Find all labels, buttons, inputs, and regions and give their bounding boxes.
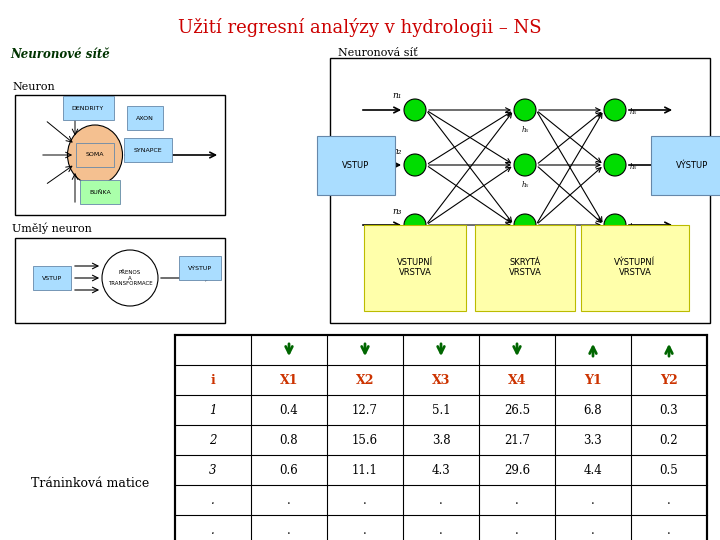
Text: h₅: h₅ — [521, 126, 528, 134]
Text: Neuronová síť: Neuronová síť — [338, 48, 418, 58]
Text: Umělý neuron: Umělý neuron — [12, 222, 92, 233]
Text: 3.8: 3.8 — [432, 434, 450, 447]
Text: 5.1: 5.1 — [432, 403, 450, 416]
Text: VÝSTUP: VÝSTUP — [676, 160, 708, 170]
Text: 2: 2 — [210, 434, 217, 447]
Text: 4.4: 4.4 — [584, 463, 603, 476]
Text: n₂: n₂ — [392, 146, 402, 156]
Text: 26.5: 26.5 — [504, 403, 530, 416]
Text: i: i — [211, 374, 215, 387]
Text: SYNAPCE: SYNAPCE — [134, 147, 162, 152]
Text: DENDRITY: DENDRITY — [72, 105, 104, 111]
Text: AXON: AXON — [136, 116, 154, 120]
Circle shape — [404, 214, 426, 236]
Text: .: . — [287, 523, 291, 537]
Text: h₅: h₅ — [630, 223, 637, 231]
Text: 6.8: 6.8 — [584, 403, 603, 416]
Text: Užití regresní analýzy v hydrologii – NS: Užití regresní analýzy v hydrologii – NS — [178, 18, 542, 37]
Text: PŘENOS
A
TRANSFORMACE: PŘENOS A TRANSFORMACE — [108, 269, 153, 286]
Text: 15.6: 15.6 — [352, 434, 378, 447]
Text: .: . — [287, 494, 291, 507]
Text: .: . — [363, 523, 367, 537]
Text: h₅: h₅ — [521, 181, 528, 189]
Text: VSTUP: VSTUP — [42, 275, 62, 280]
Text: .: . — [667, 523, 671, 537]
Text: .: . — [439, 494, 443, 507]
Text: .: . — [439, 523, 443, 537]
Text: 0.2: 0.2 — [660, 434, 678, 447]
Text: 12.7: 12.7 — [352, 403, 378, 416]
Text: 3: 3 — [210, 463, 217, 476]
Text: BUŇKA: BUŇKA — [89, 190, 111, 194]
Text: h₅: h₅ — [630, 163, 637, 171]
Text: X1: X1 — [280, 374, 298, 387]
Circle shape — [102, 250, 158, 306]
Text: Y2: Y2 — [660, 374, 678, 387]
Circle shape — [514, 99, 536, 121]
Circle shape — [604, 154, 626, 176]
Text: .: . — [591, 494, 595, 507]
Circle shape — [514, 214, 536, 236]
Circle shape — [514, 154, 536, 176]
Bar — [175, 335, 707, 540]
Text: X4: X4 — [508, 374, 526, 387]
Text: 0.3: 0.3 — [660, 403, 678, 416]
Text: 0.8: 0.8 — [279, 434, 298, 447]
Circle shape — [604, 214, 626, 236]
Text: Y1: Y1 — [584, 374, 602, 387]
Text: n₃: n₃ — [392, 206, 402, 215]
Text: n₁: n₁ — [392, 91, 402, 100]
Text: X2: X2 — [356, 374, 374, 387]
Text: Tráninková matice: Tráninková matice — [31, 477, 149, 490]
Text: .: . — [667, 494, 671, 507]
Text: VSTUPNÍ
VRSTVA: VSTUPNÍ VRSTVA — [397, 258, 433, 278]
Text: .: . — [591, 523, 595, 537]
Text: 0.6: 0.6 — [279, 463, 298, 476]
Text: 0.4: 0.4 — [279, 403, 298, 416]
Text: SKRYTÁ
VRSTVA: SKRYTÁ VRSTVA — [508, 258, 541, 278]
Text: .: . — [211, 494, 215, 507]
Text: Neuronové sítě: Neuronové sítě — [10, 48, 109, 61]
Bar — [330, 58, 710, 323]
Text: Neuron: Neuron — [12, 82, 55, 92]
Text: 21.7: 21.7 — [504, 434, 530, 447]
Text: X3: X3 — [432, 374, 450, 387]
Text: VÝSTUPNÍ
VRSTVA: VÝSTUPNÍ VRSTVA — [614, 258, 656, 278]
Text: 1: 1 — [210, 403, 217, 416]
Text: SOMA: SOMA — [86, 152, 104, 158]
Ellipse shape — [68, 125, 122, 185]
Text: hₙ: hₙ — [521, 241, 528, 249]
Text: .: . — [363, 494, 367, 507]
Circle shape — [404, 99, 426, 121]
Text: 4.3: 4.3 — [431, 463, 451, 476]
Text: VÝSTUP: VÝSTUP — [188, 266, 212, 271]
Text: .: . — [515, 494, 519, 507]
Text: .: . — [515, 523, 519, 537]
Text: h₅: h₅ — [630, 108, 637, 116]
Circle shape — [604, 99, 626, 121]
Text: VSTUP: VSTUP — [343, 160, 369, 170]
Circle shape — [404, 154, 426, 176]
Text: 29.6: 29.6 — [504, 463, 530, 476]
Bar — [15, 95, 225, 215]
Text: .: . — [211, 523, 215, 537]
Text: 11.1: 11.1 — [352, 463, 378, 476]
Text: 0.5: 0.5 — [660, 463, 678, 476]
Bar — [15, 238, 225, 323]
Text: 3.3: 3.3 — [584, 434, 603, 447]
